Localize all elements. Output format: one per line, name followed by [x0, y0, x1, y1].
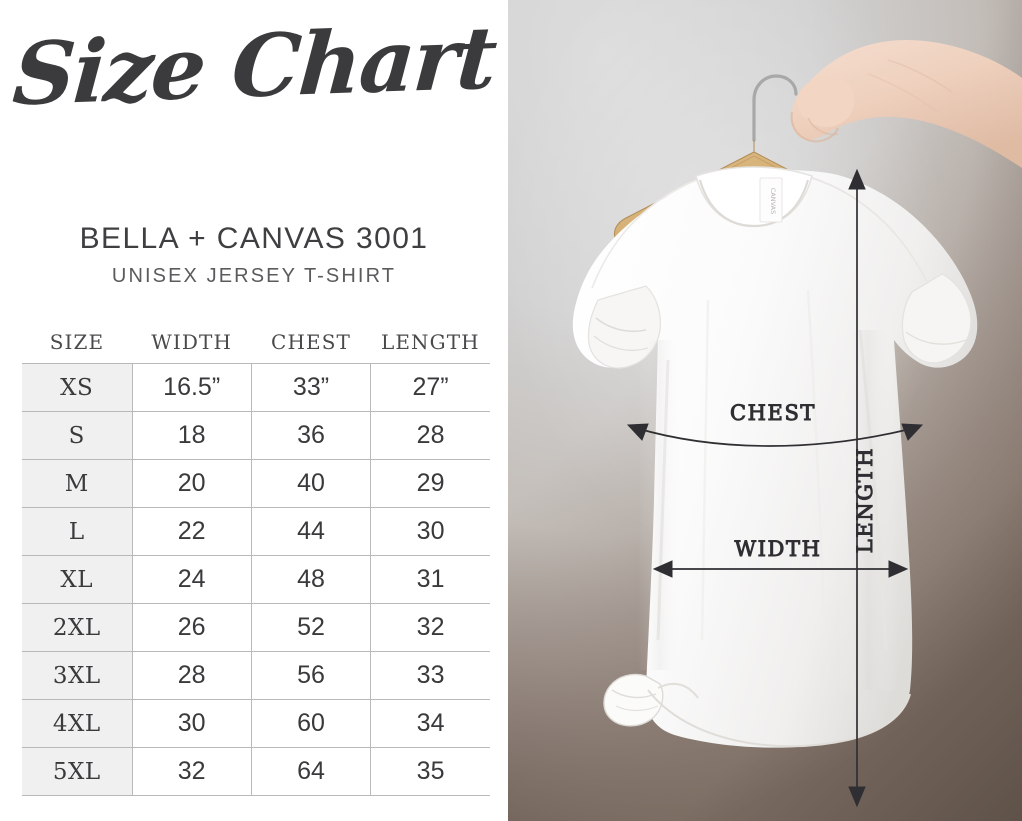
- cell-length: 30: [370, 507, 490, 556]
- cell-width: 18: [131, 411, 252, 460]
- page-title: Size Chart: [9, 7, 499, 126]
- svg-text:CANVAS: CANVAS: [769, 188, 777, 214]
- cell-chest: 44: [250, 507, 372, 556]
- chest-measure-arrow: [626, 423, 924, 447]
- table-row: 2XL 26 52 32: [22, 603, 490, 652]
- size-table-body: XS 16.5” 33” 27” S 18 36 28 M 20 40: [22, 363, 490, 796]
- cell-chest: 64: [250, 747, 372, 796]
- table-row: S 18 36 28: [22, 411, 490, 460]
- column-header-size: SIZE: [49, 330, 105, 354]
- knotted-hem: [603, 673, 699, 727]
- cell-chest: 56: [250, 651, 372, 700]
- cell-size: XL: [22, 555, 133, 604]
- table-row: 4XL 30 60 34: [22, 699, 490, 748]
- cell-size: 2XL: [22, 603, 133, 652]
- cell-length: 28: [370, 411, 490, 460]
- right-sleeve: [901, 273, 972, 364]
- cell-size: S: [22, 411, 133, 460]
- size-table-head: SIZE WIDTH CHEST LENGTH: [22, 330, 490, 364]
- cell-size: 3XL: [22, 651, 133, 700]
- table-header-row: SIZE WIDTH CHEST LENGTH: [22, 330, 490, 364]
- width-label: WIDTH: [734, 537, 821, 561]
- page-title-wrap: Size Chart: [0, 8, 508, 126]
- cell-width: 28: [131, 651, 252, 700]
- column-header-width: WIDTH: [151, 330, 233, 354]
- tshirt-body: CANVAS: [572, 166, 978, 748]
- width-measure-arrow: [652, 560, 909, 578]
- cell-chest: 52: [250, 603, 372, 652]
- cell-chest: 48: [250, 555, 372, 604]
- table-row: XS 16.5” 33” 27”: [22, 363, 490, 412]
- table-row: M 20 40 29: [22, 459, 490, 508]
- cell-width: 26: [131, 603, 252, 652]
- product-photo-panel: CANVAS: [508, 0, 1022, 821]
- table-row: 5XL 32 64 35: [22, 747, 490, 796]
- table-row: 3XL 28 56 33: [22, 651, 490, 700]
- cell-length: 33: [370, 651, 490, 700]
- measurement-annotations: CHEST WIDTH LENGTH: [626, 168, 924, 808]
- cell-chest: 36: [250, 411, 372, 460]
- cell-width: 16.5”: [131, 363, 252, 412]
- size-table-zone: SIZE WIDTH CHEST LENGTH XS 16.5” 33” 27”…: [22, 330, 490, 796]
- product-subtitle: UNISEX JERSEY T-SHIRT: [111, 265, 397, 287]
- brand-name: BELLA + CANVAS 3001: [79, 222, 429, 255]
- cell-width: 24: [131, 555, 252, 604]
- hand-holding-hanger: [790, 40, 1022, 168]
- cell-chest: 33”: [250, 363, 372, 412]
- column-header-chest: CHEST: [271, 330, 351, 354]
- cell-width: 30: [131, 699, 252, 748]
- cell-length: 32: [370, 603, 490, 652]
- chest-label: CHEST: [730, 401, 816, 425]
- neck-tag: CANVAS: [759, 177, 783, 223]
- cell-size: L: [22, 507, 133, 556]
- table-row: L 22 44 30: [22, 507, 490, 556]
- cell-length: 29: [370, 459, 490, 508]
- cell-length: 27”: [370, 363, 490, 412]
- cell-size: XS: [22, 363, 133, 412]
- cell-length: 34: [370, 699, 490, 748]
- cell-length: 31: [370, 555, 490, 604]
- hanger-hook-icon: [752, 74, 798, 142]
- length-measure-arrow: [848, 168, 866, 808]
- column-header-length: LENGTH: [380, 330, 480, 354]
- cell-width: 20: [131, 459, 252, 508]
- tshirt-illustration: CANVAS: [572, 40, 1022, 808]
- cell-width: 22: [131, 507, 252, 556]
- cell-size: M: [22, 459, 133, 508]
- cell-length: 35: [370, 747, 490, 796]
- size-table: SIZE WIDTH CHEST LENGTH XS 16.5” 33” 27”…: [22, 330, 490, 796]
- info-panel: Size Chart BELLA + CANVAS 3001 UNISEX JE…: [0, 0, 508, 821]
- cell-chest: 40: [250, 459, 372, 508]
- cell-size: 4XL: [22, 699, 133, 748]
- cell-width: 32: [131, 747, 252, 796]
- table-row: XL 24 48 31: [22, 555, 490, 604]
- cell-size: 5XL: [22, 747, 133, 796]
- cell-chest: 60: [250, 699, 372, 748]
- length-label: LENGTH: [853, 447, 877, 553]
